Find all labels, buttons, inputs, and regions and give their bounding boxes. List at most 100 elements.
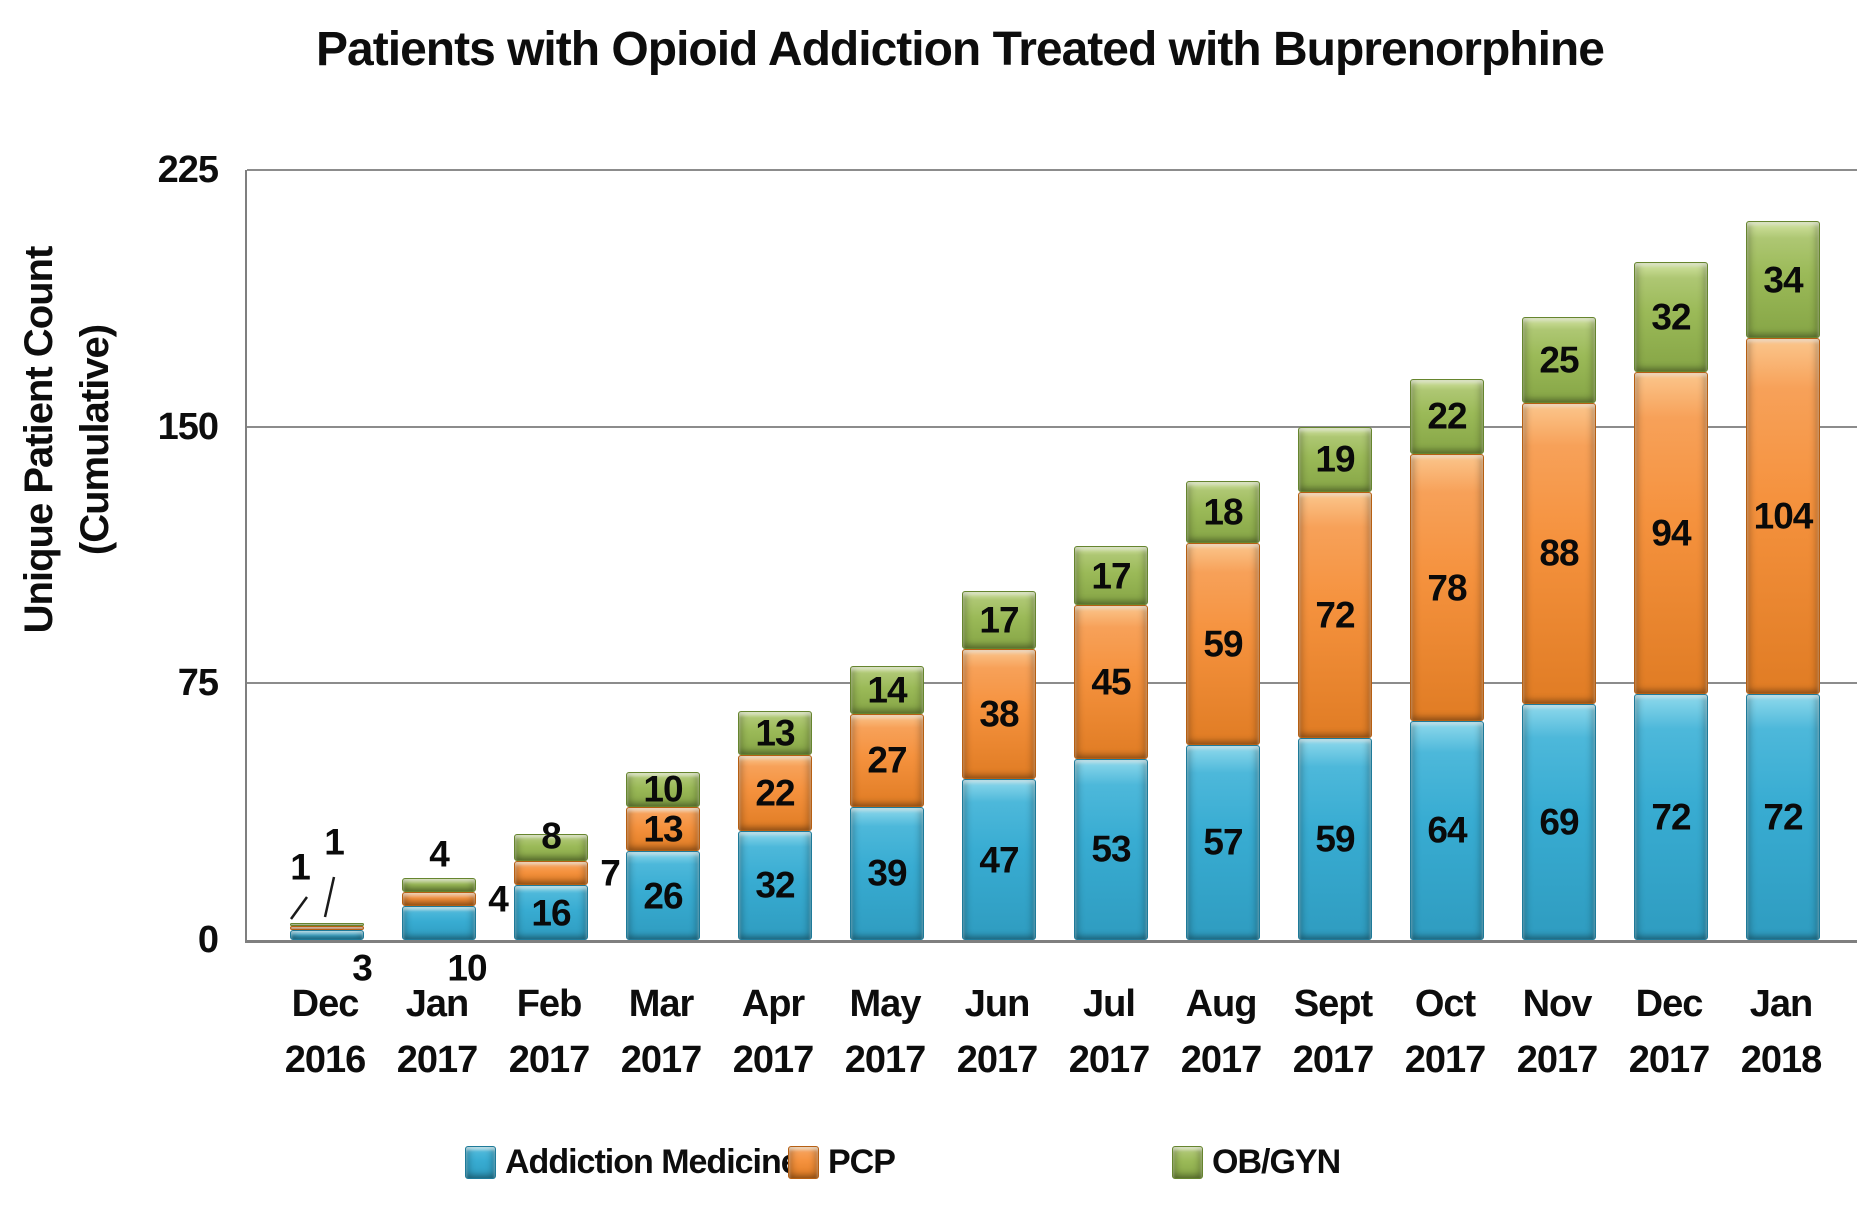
value-label: 18: [1203, 491, 1243, 533]
value-label: 39: [867, 852, 907, 894]
value-label: 19: [1315, 438, 1355, 480]
value-label: 13: [755, 712, 795, 754]
x-tick-month: Jun: [964, 983, 1031, 1025]
y-tick-label: 225: [157, 149, 219, 191]
legend-swatch-pcp: [788, 1146, 819, 1179]
x-tick-month: Oct: [1414, 983, 1476, 1025]
x-tick-year: 2017: [956, 1039, 1039, 1081]
value-label: 94: [1651, 512, 1691, 554]
y-tick-label: 150: [157, 405, 219, 448]
y-tick-label: 75: [177, 662, 219, 705]
bar-segment-ob-apr-2017: [738, 710, 812, 756]
callout-value-label: 1: [290, 846, 311, 888]
bar-segment-am-nov-2017: [1522, 703, 1596, 940]
value-label: 25: [1539, 339, 1579, 381]
value-label: 16: [531, 892, 571, 934]
callout-leader-lines: [289, 876, 336, 920]
value-label: 8: [541, 815, 562, 857]
value-label: 13: [643, 808, 683, 850]
legend-label-pcp: PCP: [828, 1143, 896, 1181]
legend-label-ob: OB/GYN: [1212, 1143, 1341, 1181]
x-tick-year: 2018: [1740, 1039, 1823, 1081]
callout-line: [289, 896, 309, 920]
x-tick-month: Dec: [291, 983, 360, 1025]
x-tick-label: Aug 2017: [1151, 982, 1291, 1082]
bar-segment-pcp-nov-2017: [1522, 402, 1596, 704]
value-label: 38: [979, 693, 1019, 735]
legend-swatch-ob: [1172, 1146, 1203, 1179]
value-label: 69: [1539, 801, 1579, 843]
bar-segment-pcp-jan-2018: [1746, 337, 1820, 694]
x-tick-year: 2017: [396, 1039, 479, 1081]
value-label: 32: [1651, 296, 1691, 338]
value-label: 57: [1203, 821, 1243, 863]
x-tick-label: Jan 2017: [367, 982, 507, 1082]
x-tick-year: 2017: [1180, 1039, 1263, 1081]
value-label: 17: [1091, 555, 1131, 597]
x-tick-label: Dec 2016: [255, 982, 395, 1082]
x-tick-year: 2017: [732, 1039, 815, 1081]
value-label: 72: [1763, 796, 1803, 838]
x-tick-month: Apr: [741, 983, 805, 1025]
bar-segment-am-jul-2017: [1074, 758, 1148, 940]
bar-segment-am-jan-2018: [1746, 693, 1820, 940]
value-label: 53: [1091, 828, 1131, 870]
x-tick-year: 2017: [844, 1039, 927, 1081]
x-tick-month: Mar: [628, 983, 695, 1025]
bar-segment-am-may-2017: [850, 806, 924, 940]
value-label: 4: [488, 878, 509, 920]
bar-segment-ob-jan-2017: [402, 878, 476, 893]
value-label: 59: [1203, 623, 1243, 665]
x-tick-label: May 2017: [815, 982, 955, 1082]
legend-swatch-am: [465, 1146, 496, 1179]
value-label: 3: [352, 947, 373, 989]
bar-segment-pcp-jul-2017: [1074, 604, 1148, 759]
x-tick-month: Jan: [1749, 983, 1813, 1025]
x-tick-label: Sept 2017: [1263, 982, 1403, 1082]
value-label: 4: [429, 833, 450, 875]
bar-segment-am-jan-2017: [402, 905, 476, 940]
bar-segment-pcp-aug-2017: [1186, 543, 1260, 745]
x-tick-label: Feb 2017: [479, 982, 619, 1082]
bar-segment-ob-jul-2017: [1074, 546, 1148, 605]
gridline: [247, 169, 1857, 171]
bar-segment-ob-mar-2017: [626, 772, 700, 807]
bar-segment-ob-aug-2017: [1186, 481, 1260, 544]
bar-segment-ob-dec-2016: [290, 922, 364, 927]
value-label: 64: [1427, 809, 1467, 851]
bar-segment-ob-sept-2017: [1298, 426, 1372, 492]
bar-segment-pcp-feb-2017: [514, 861, 588, 886]
bar-segment-am-aug-2017: [1186, 744, 1260, 940]
x-tick-label: Oct 2017: [1375, 982, 1515, 1082]
x-tick-label: Mar 2017: [591, 982, 731, 1082]
value-label: 47: [979, 839, 1019, 881]
x-tick-month: May: [849, 983, 922, 1025]
x-tick-month: Jul: [1083, 983, 1136, 1025]
x-tick-year: 2016: [284, 1039, 367, 1081]
x-tick-label: Jul 2017: [1039, 982, 1179, 1082]
value-label: 72: [1651, 796, 1691, 838]
x-tick-label: Jun 2017: [927, 982, 1067, 1082]
value-label: 22: [1427, 395, 1467, 437]
x-tick-year: 2017: [1404, 1039, 1487, 1081]
value-label: 14: [867, 669, 907, 711]
value-label: 26: [643, 875, 683, 916]
x-tick-year: 2017: [1628, 1039, 1711, 1081]
value-label: 17: [979, 599, 1019, 641]
value-label: 72: [1315, 594, 1355, 636]
value-label: 32: [755, 864, 795, 906]
bar-segment-pcp-jun-2017: [962, 649, 1036, 780]
x-tick-month: Aug: [1185, 983, 1258, 1025]
x-tick-year: 2017: [1292, 1039, 1375, 1081]
value-label: 59: [1315, 818, 1355, 860]
bar-segment-pcp-jan-2017: [402, 892, 476, 906]
bar-segment-ob-feb-2017: [514, 833, 588, 862]
bar-segment-ob-jan-2018: [1746, 221, 1820, 338]
bar-segment-pcp-oct-2017: [1410, 454, 1484, 721]
bar-segment-am-dec-2016: [290, 929, 364, 940]
gridline: [247, 682, 1857, 685]
bar-segment-am-apr-2017: [738, 830, 812, 940]
value-label: 78: [1427, 567, 1467, 608]
value-label: 10: [447, 947, 487, 989]
